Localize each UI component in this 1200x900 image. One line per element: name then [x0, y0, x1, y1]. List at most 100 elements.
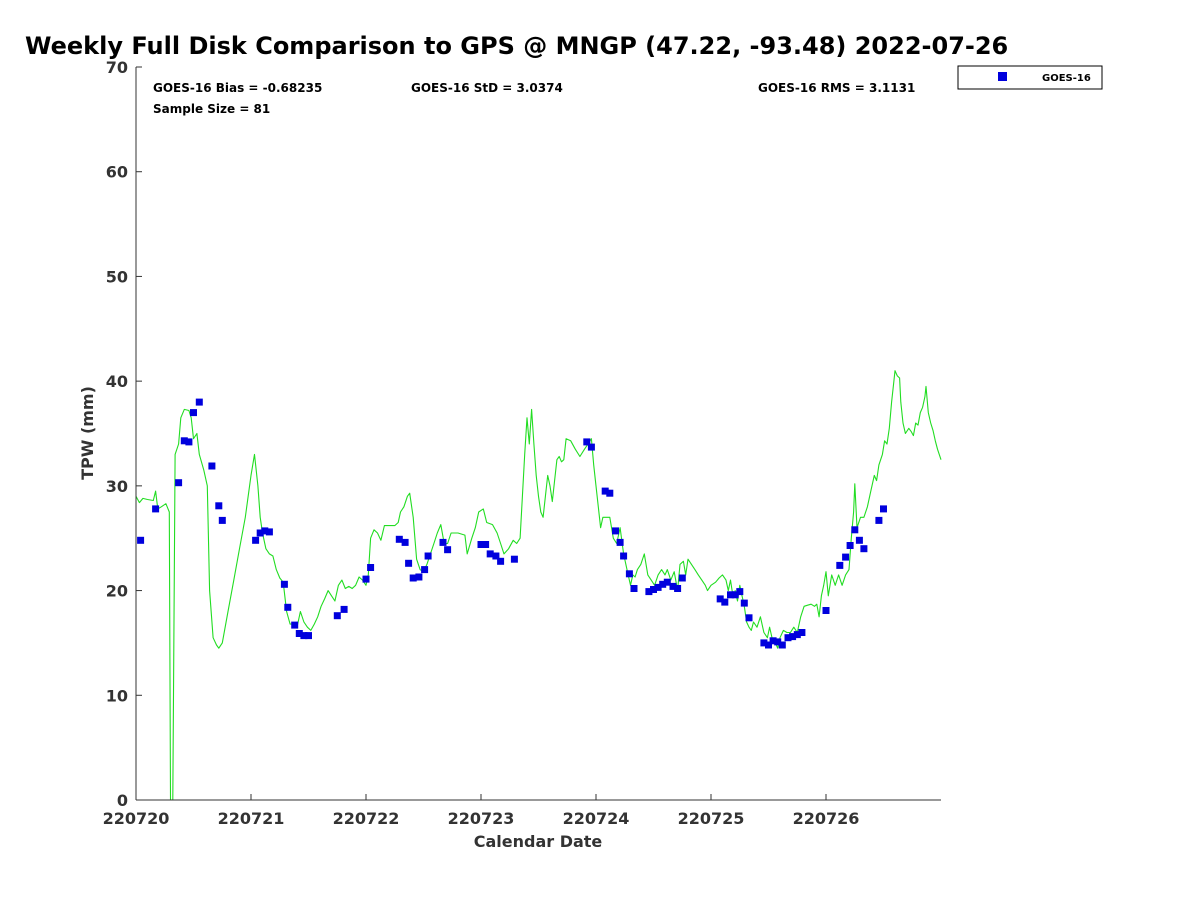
goes16-point [175, 479, 183, 487]
goes16-point [620, 552, 628, 560]
x-tick-label: 220725 [678, 809, 745, 828]
goes16-point [265, 528, 273, 536]
goes16-point [252, 536, 260, 544]
x-tick-label: 220720 [103, 809, 170, 828]
goes16-point [822, 607, 830, 614]
y-tick-label: 20 [106, 582, 128, 601]
goes16-point [218, 516, 226, 524]
goes16-point [362, 575, 370, 583]
goes16-point [855, 536, 863, 544]
goes16-point [798, 629, 806, 636]
goes16-point [789, 633, 797, 641]
goes16-point [587, 443, 595, 451]
goes16-point [774, 638, 782, 646]
x-tick-label: 220724 [563, 809, 630, 828]
sample-size-stat: Sample Size = 81 [153, 102, 270, 116]
y-tick-label: 60 [106, 163, 128, 182]
goes16-point [654, 583, 662, 591]
goes16-point [180, 437, 188, 445]
y-tick-label: 40 [106, 372, 128, 391]
goes16-point [401, 538, 409, 546]
goes16-point [674, 585, 682, 592]
y-tick-label: 10 [106, 686, 128, 705]
goes16-point [645, 588, 653, 596]
goes16-point [215, 502, 223, 510]
goes16-point [439, 538, 447, 546]
goes16-point [482, 541, 490, 548]
y-axis-label: TPW (mm) [78, 386, 97, 480]
goes16-point [195, 398, 203, 406]
y-tick-label: 50 [106, 267, 128, 286]
goes16-point [256, 529, 264, 537]
goes16-point [760, 639, 768, 647]
goes16-point [486, 550, 494, 558]
goes16-point [842, 553, 850, 561]
goes16-point [261, 527, 269, 535]
goes16-point [395, 535, 403, 543]
goes16-point [409, 574, 417, 582]
goes16-point [765, 641, 772, 649]
y-tick-label: 70 [106, 58, 128, 77]
goes16-point [769, 637, 777, 645]
legend-marker-icon [998, 72, 1007, 81]
goes16-point [185, 438, 193, 446]
goes16-point [663, 578, 671, 586]
goes16-point [300, 632, 308, 640]
goes16-point [152, 505, 160, 513]
goes16-point [616, 538, 624, 546]
goes16-point [405, 559, 413, 567]
rms-stat: GOES-16 RMS = 3.1131 [758, 81, 915, 95]
goes16-point [444, 546, 452, 554]
goes16-point [669, 582, 677, 590]
x-tick-label: 220722 [333, 809, 400, 828]
goes16-point [880, 505, 887, 513]
goes16-series [137, 398, 887, 649]
goes16-point [510, 555, 518, 563]
goes16-point [340, 605, 348, 613]
goes16-point [305, 632, 312, 640]
legend-box [957, 65, 1103, 90]
goes16-point [497, 557, 505, 565]
goes16-point [736, 588, 744, 596]
goes16-point [740, 599, 748, 607]
goes16-point [731, 591, 739, 599]
y-tick-label: 30 [106, 477, 128, 496]
goes16-point [415, 573, 423, 581]
std-stat: GOES-16 StD = 3.0374 [411, 81, 563, 95]
goes16-point [846, 542, 854, 549]
goes16-point [721, 598, 729, 606]
goes16-point [421, 566, 429, 574]
goes16-point [477, 541, 485, 548]
goes16-point [625, 570, 633, 578]
goes16-point [745, 614, 753, 622]
x-tick-label: 220721 [218, 809, 285, 828]
goes16-point [606, 489, 614, 497]
goes16-point [860, 545, 868, 553]
goes16-point [492, 552, 500, 560]
legend-label-goes16: GOES-16 [1042, 73, 1091, 84]
plot-area [136, 67, 941, 800]
bias-stat: GOES-16 Bias = -0.68235 [153, 81, 322, 95]
x-axis-label: Calendar Date [474, 832, 603, 851]
goes16-point [333, 612, 341, 620]
goes16-point [137, 536, 145, 544]
goes16-point [659, 580, 667, 588]
goes16-point [778, 641, 786, 649]
goes16-point [280, 580, 288, 588]
goes16-point [650, 586, 657, 593]
x-tick-label: 220723 [448, 809, 515, 828]
goes16-point [295, 630, 303, 637]
goes16-point [291, 621, 299, 629]
x-tick-label: 220726 [793, 809, 860, 828]
goes16-point [851, 526, 859, 534]
goes16-point [727, 591, 734, 599]
goes16-point [284, 603, 292, 611]
goes16-point [875, 516, 883, 524]
goes16-point [784, 634, 792, 642]
goes16-point [716, 595, 724, 603]
y-axis-ticks: 0 10 20 30 40 50 60 70 [106, 58, 142, 810]
goes16-point [601, 487, 609, 495]
goes16-point [583, 438, 591, 446]
x-axis-ticks: 220720 220721 220722 220723 220724 220725 2207… [103, 794, 860, 828]
